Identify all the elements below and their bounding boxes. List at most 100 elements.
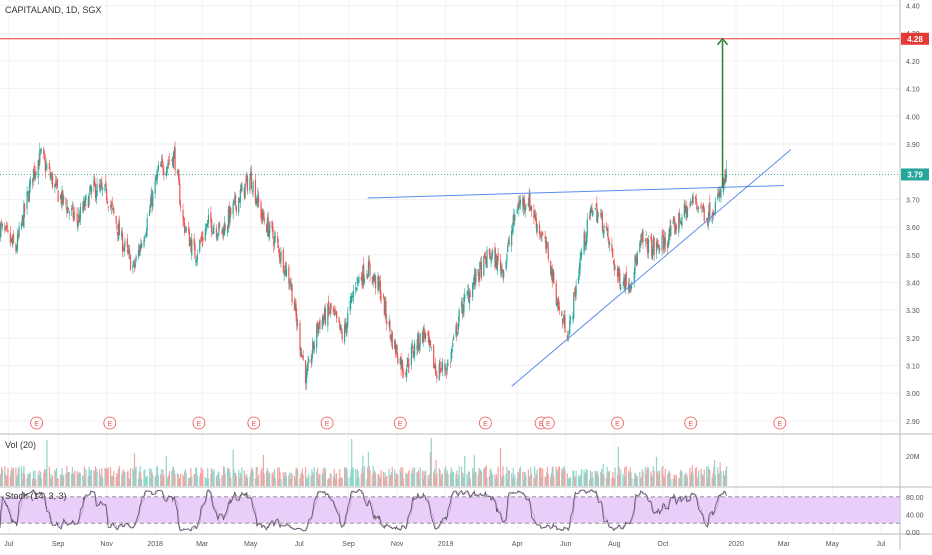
candle-body [523,197,525,210]
volume-bar [338,478,340,486]
candle-body [440,370,442,372]
volume-bar [584,474,586,486]
candle-body [24,203,26,212]
volume-bar [202,469,204,486]
candle-body [522,198,524,207]
candle-body [697,207,699,209]
candle-body [278,248,280,258]
volume-bar [149,478,151,486]
candle-body [210,212,212,223]
volume-bar [171,471,173,486]
volume-bar [161,476,163,486]
volume-bar [575,470,577,486]
volume-bar [390,474,392,486]
volume-bar [423,471,425,486]
volume-bar [194,473,196,486]
candle-body [468,291,470,302]
candle-body [238,197,241,203]
volume-bar [519,466,522,486]
candle-body [283,274,285,275]
candle-body [330,302,332,309]
volume-bar [245,475,247,486]
candle-body [183,217,185,222]
candle-body [608,242,611,246]
candle-body [328,301,330,311]
volume-bar [568,478,570,486]
candle-body [418,345,420,350]
volume-bar [661,467,663,486]
volume-bar [254,478,257,486]
earnings-marker-label: E [546,421,551,428]
volume-bar [447,473,449,486]
candle-body [561,318,564,325]
volume-bar [657,475,659,486]
candle-body [467,290,469,293]
candle-body [540,236,542,239]
candle-body [239,189,241,203]
volume-bar [20,466,23,486]
volume-bar [478,467,480,486]
volume-bar [89,469,91,486]
candle-body [251,190,253,193]
volume-bar [608,471,610,486]
candle-body [491,250,494,255]
volume-bar [394,478,397,486]
candle-body [462,310,464,311]
volume-bar [39,471,42,486]
candle-body [421,332,424,344]
volume-bar [569,477,572,486]
volume-bar [658,470,660,486]
candle-body [406,368,408,378]
volume-bar [44,471,46,486]
volume-bar [180,473,182,486]
candle-body [98,184,101,188]
volume-bar [146,475,148,486]
candle-body [215,228,218,237]
candle-body [352,291,354,298]
candle-body [244,183,246,199]
volume-bar [402,467,404,486]
candle-body [154,180,156,194]
volume-bar [495,478,497,486]
volume-bar [199,473,202,486]
candle-body [166,166,168,173]
volume-bar [347,478,349,486]
volume-bar [262,454,264,486]
candle-body [217,233,219,235]
volume-bar [607,472,609,486]
candle-body [227,209,229,229]
volume-bar [706,466,708,486]
volume-bar [572,470,574,486]
volume-bar [24,474,26,486]
candle-body [305,372,307,384]
volume-bar [141,478,143,486]
volume-bar [261,473,264,486]
volume-bar [468,471,471,486]
volume-bar [662,466,664,486]
candle-body [207,215,210,224]
volume-bar [555,466,557,486]
candle-body [176,170,179,174]
candle-body [144,237,146,239]
volume-bar [115,477,117,486]
volume-bar [456,470,458,486]
candle-body [152,191,154,207]
volume-bar [133,453,136,486]
volume-bar [118,466,120,486]
volume-bar [226,467,229,486]
volume-bar [457,474,459,486]
candle-body [258,197,260,203]
volume-bar [94,466,97,486]
candle-body [277,245,280,248]
candle-body [88,192,90,206]
volume-bar [106,468,109,486]
volume-bar [156,466,159,486]
candle-body [640,238,642,241]
candle-body [113,208,115,214]
candle-body [193,238,195,245]
volume-bar [547,474,549,486]
volume-bar [678,477,680,486]
candle-body [500,266,502,275]
candle-body [486,249,488,268]
